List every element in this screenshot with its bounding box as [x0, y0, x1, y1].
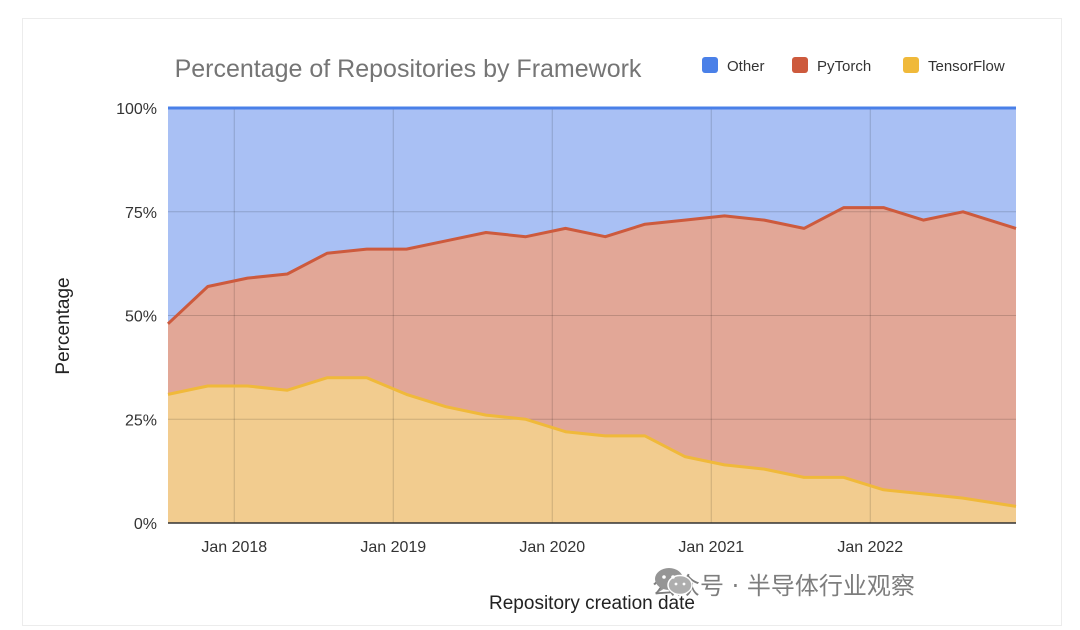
chart-title: Percentage of Repositories by Framework	[175, 55, 642, 83]
wechat-icon	[655, 568, 693, 596]
area-pytorch	[168, 207, 1016, 507]
watermark: 公众号 · 半导体行业观察	[652, 566, 915, 601]
x-tick-label: Jan 2019	[360, 539, 426, 556]
y-axis-title: Percentage	[53, 277, 74, 374]
legend-label-pytorch: PyTorch	[817, 58, 871, 75]
x-tick-label: Jan 2018	[201, 539, 267, 556]
x-tick-label: Jan 2022	[837, 539, 903, 556]
x-axis-title: Repository creation date	[489, 593, 695, 614]
legend-swatch-tensorflow	[903, 57, 919, 73]
y-tick-label: 0%	[134, 516, 157, 533]
y-tick-label: 50%	[125, 309, 157, 326]
line-tensorflow	[167, 376, 1017, 508]
legend-swatch-other	[702, 57, 718, 73]
watermark-text: 公众号 · 半导体行业观察	[652, 572, 915, 600]
x-tick-label: Jan 2020	[519, 539, 585, 556]
legend-label-tensorflow: TensorFlow	[928, 58, 1005, 75]
y-tick-label: 75%	[125, 205, 157, 222]
y-tick-label: 25%	[125, 412, 157, 429]
y-tick-label: 100%	[116, 101, 157, 118]
x-tick-label: Jan 2021	[678, 539, 744, 556]
legend-label-other: Other	[727, 58, 765, 75]
line-pytorch	[166, 206, 1017, 325]
area-tensorflow	[168, 377, 1016, 523]
legend: Other PyTorch TensorFlow	[702, 57, 1005, 75]
legend-swatch-pytorch	[792, 57, 808, 73]
area-other	[168, 108, 1016, 324]
